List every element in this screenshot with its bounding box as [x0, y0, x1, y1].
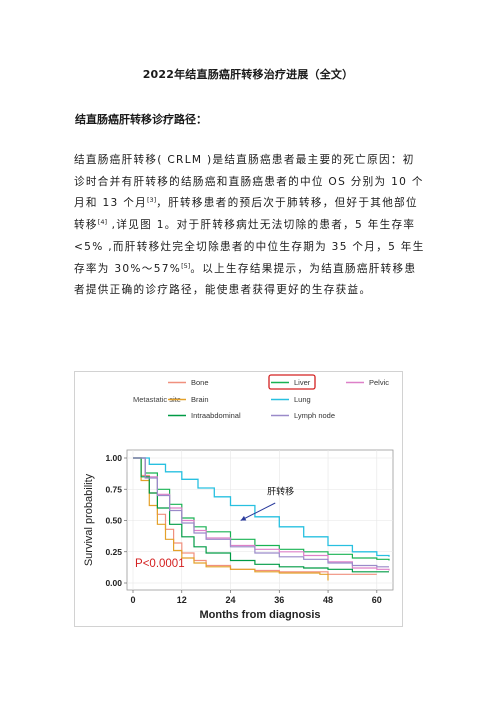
legend-label-lymph-node: Lymph node	[294, 411, 335, 420]
x-tick-label: 12	[177, 595, 187, 605]
y-axis-ticks: 0.00 0.25 0.50 0.75 1.00	[105, 453, 127, 588]
annotation-arrowhead	[240, 515, 247, 521]
legend-title: Metastatic site	[133, 395, 181, 404]
survival-figure: Metastatic site Bone Liver Pelvic Brain Lung…	[74, 371, 403, 627]
paragraph-text-3: ,详见图 1。对于肝转移病灶无法切除的患者，5 年生存率<5% ,而肝转移灶完全…	[74, 219, 425, 275]
paragraph-text-2: ，肝转移患者的预后次于肺转移，但好于其他部位转移	[74, 197, 418, 232]
citation-ref: [5]	[181, 261, 191, 270]
paragraph-text-4: 。以上生存结果提示，为结直肠癌肝转移患者提供正确的诊疗路径，能使患者获得更好的生…	[74, 262, 417, 297]
body-paragraph: 结直肠癌肝转移( CRLM )是结直肠癌患者最主要的死亡原因：初诊时合并有肝转移…	[74, 150, 426, 302]
y-tick-label: 1.00	[105, 453, 122, 463]
paragraph-text-1: 结直肠癌肝转移( CRLM )是结直肠癌患者最主要的死亡原因：初诊时合并有肝转移…	[74, 154, 424, 210]
x-tick-label: 24	[226, 595, 236, 605]
y-tick-label: 0.00	[105, 578, 122, 588]
curve-lymph-node	[133, 457, 389, 568]
curve-pelvic	[133, 457, 390, 571]
x-axis-ticks: 0 12 24 36 48 60	[130, 590, 382, 605]
x-axis-label: Months from diagnosis	[200, 609, 321, 621]
y-tick-label: 0.50	[105, 516, 122, 526]
citation-ref: [4]	[97, 218, 108, 227]
legend-label-pelvic: Pelvic	[369, 378, 389, 387]
y-tick-label: 0.75	[105, 484, 122, 494]
legend-label-liver: Liver	[294, 378, 311, 387]
liver-highlight-box	[268, 374, 316, 390]
x-tick-label: 36	[274, 595, 284, 605]
document-title: 2022年结直肠癌肝转移治疗进展（全文）	[142, 68, 354, 81]
section-heading: 结直肠癌肝转移诊疗路径：	[75, 113, 207, 126]
y-tick-label: 0.25	[105, 547, 122, 557]
legend-label-bone: Bone	[191, 378, 209, 387]
legend-label-lung: Lung	[294, 395, 311, 404]
p-value-label: P<0.0001	[135, 558, 185, 570]
curve-intraabdominal	[133, 457, 389, 573]
x-tick-label: 60	[372, 595, 382, 605]
survival-chart: Metastatic site Bone Liver Pelvic Brain Lung…	[83, 374, 394, 621]
liver-annotation: 肝转移	[267, 485, 294, 497]
survival-curves	[133, 457, 390, 581]
annotation-arrow	[240, 502, 276, 521]
x-tick-label: 0	[130, 595, 135, 605]
citation-ref: [3]	[147, 196, 157, 205]
legend-label-brain: Brain	[191, 395, 209, 404]
curve-brain	[133, 457, 329, 581]
y-axis-label: Survival probability	[83, 473, 95, 566]
plot-frame	[126, 449, 394, 591]
curve-lung	[133, 457, 390, 557]
legend-label-intraabdominal: Intraabdominal	[191, 411, 241, 420]
plot-area: 0 12 24 36 48 60 0.00 0.25 0.50 0.75 1.00	[105, 449, 394, 605]
chart-legend: Metastatic site Bone Liver Pelvic Brain Lung…	[133, 374, 389, 420]
x-tick-label: 48	[323, 595, 333, 605]
